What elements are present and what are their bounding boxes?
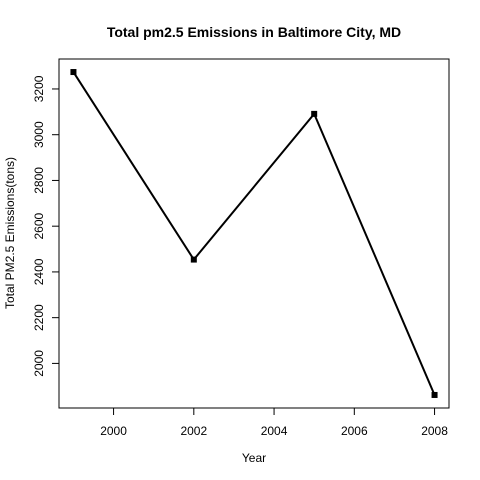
y-tick-label: 2600	[32, 213, 46, 240]
data-point	[70, 69, 76, 75]
data-point	[311, 111, 317, 117]
y-tick-label: 2800	[32, 167, 46, 194]
series	[70, 69, 437, 398]
series-line	[73, 72, 434, 395]
x-axis: 2000 2002 2004 2006 2008	[100, 408, 448, 438]
y-tick-label: 2000	[32, 350, 46, 377]
plot-frame	[59, 59, 449, 408]
y-tick-label: 3200	[32, 75, 46, 102]
y-tick-label: 3000	[32, 121, 46, 148]
x-tick-label: 2004	[261, 424, 288, 438]
chart-title: Total pm2.5 Emissions in Baltimore City,…	[107, 24, 401, 40]
y-tick-label: 2400	[32, 258, 46, 285]
data-point	[191, 257, 197, 263]
x-tick-label: 2008	[421, 424, 448, 438]
y-axis-label: Total PM2.5 Emissions(tons)	[3, 157, 17, 309]
y-tick-label: 2200	[32, 304, 46, 331]
x-axis-label: Year	[242, 451, 266, 465]
data-point	[432, 392, 438, 398]
x-tick-label: 2006	[341, 424, 368, 438]
x-tick-label: 2002	[180, 424, 207, 438]
x-tick-label: 2000	[100, 424, 127, 438]
y-axis: 2000 2200 2400 2600 2800 3000 3200	[32, 75, 59, 376]
